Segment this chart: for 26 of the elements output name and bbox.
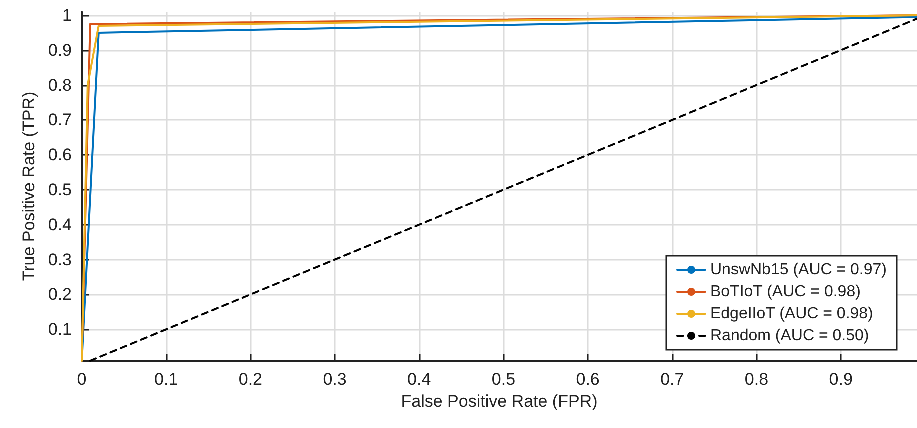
y-tick-label: 0.9 (48, 40, 72, 60)
y-tick-label: 0.4 (48, 215, 72, 234)
legend-label: UnswNb15 (AUC = 0.97) (710, 262, 887, 278)
legend-label: EdgeIIoT (AUC = 0.98) (710, 306, 874, 322)
x-tick-label: 0.5 (492, 370, 516, 389)
x-tick-label: 0.4 (408, 370, 432, 389)
y-tick-label: 0.7 (48, 110, 72, 130)
x-tick-label: 0.6 (576, 370, 600, 389)
legend-label: Random (AUC = 0.50) (710, 328, 870, 344)
x-tick-label: 0.3 (323, 370, 347, 389)
x-tick-label: 0.8 (744, 370, 769, 389)
y-tick-label: 0.8 (48, 76, 72, 95)
y-tick-label: 0.2 (48, 285, 72, 304)
y-tick-label: 1 (62, 6, 72, 25)
x-tick-label: 0.7 (660, 370, 684, 389)
y-tick-label: 0.5 (48, 180, 72, 200)
x-axis-title: False Positive Rate (FPR) (401, 392, 598, 411)
x-tick-label: 0.9 (829, 370, 853, 389)
y-tick-label: 0.1 (48, 320, 72, 340)
x-tick-label: 0.1 (154, 370, 178, 389)
legend-label: BoTIoT (AUC = 0.98) (710, 284, 861, 300)
x-tick-label: 0 (77, 370, 87, 389)
y-tick-label: 0.6 (48, 146, 72, 165)
y-tick-label: 0.3 (48, 250, 72, 270)
x-tick-label: 0.2 (238, 370, 263, 389)
y-axis-title: True Positive Rate (TPR) (19, 92, 38, 282)
